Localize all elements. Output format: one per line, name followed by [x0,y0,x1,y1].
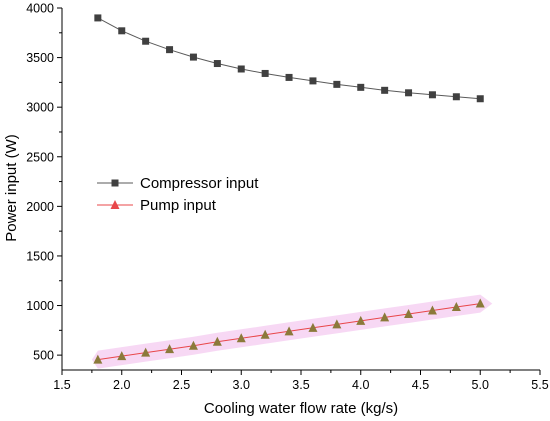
y-tick-label: 4000 [26,2,54,16]
x-tick-label: 1.5 [53,378,70,392]
pump-data-point [260,329,270,339]
y-tick-label: 3500 [26,51,54,65]
pump-data-point [356,315,366,325]
pump-confidence-band-layer [91,294,493,369]
pump-data-point [284,326,294,336]
compressor-data-point [452,93,460,101]
compressor-data-point [166,46,174,54]
compressor-data-point [357,83,365,91]
pump-data-point [236,333,246,343]
y-tick-label: 2500 [26,150,54,164]
pump-data-point [332,319,342,329]
x-tick-label: 4.5 [412,378,429,392]
legend: Compressor input Pump input [97,175,259,214]
pump-data-point [404,308,414,318]
compressor-data-point [237,65,245,73]
y-tick-label: 1000 [26,299,54,313]
pump-data-point [212,336,222,346]
x-tick-label: 2.0 [113,378,130,392]
compressor-data-point [189,53,197,61]
series-line-compressor [97,17,481,100]
pump-data-point [451,302,461,312]
x-tick-label: 4.0 [352,378,369,392]
legend-label-pump: Pump input [140,197,217,214]
axes: 1.5 2.0 2.5 3.0 3.5 4.0 4.5 5.0 5.5 500 1000 1500 20… [26,2,549,393]
compressor-data-point [309,77,317,85]
y-axis-title: Power input (W) [3,134,20,242]
compressor-data-point [94,14,102,22]
x-tick-label: 3.5 [292,378,309,392]
compressor-data-point [285,73,293,81]
compressor-data-point [261,69,269,77]
y-tick-label: 3000 [26,101,54,115]
compressor-data-point [213,60,221,68]
pump-data-point [380,312,390,322]
pump-data-point [117,351,127,361]
series-layer [93,14,485,364]
pump-data-point [308,322,318,332]
x-tick-label: 3.0 [233,378,250,392]
x-tick-label: 5.0 [472,378,489,392]
compressor-data-point [142,37,150,45]
pump-data-point [93,354,103,364]
y-tick-label: 500 [33,349,54,363]
compressor-data-point [428,91,436,99]
pump-data-point [427,305,437,315]
y-tick-label: 2000 [26,200,54,214]
legend-label-compressor: Compressor input [140,175,259,192]
compressor-data-point [476,95,484,103]
pump-data-point [165,344,175,354]
x-tick-label: 5.5 [531,378,548,392]
compressor-data-point [405,89,413,97]
x-tick-label: 2.5 [173,378,190,392]
pump-data-point [141,347,151,357]
y-tick-label: 1500 [26,249,54,263]
x-axis-title: Cooling water flow rate (kg/s) [204,400,398,417]
compressor-data-point [333,80,341,88]
legend-square-marker [111,179,119,187]
compressor-data-point [381,86,389,94]
compressor-data-point [118,27,126,35]
legend-triangle-marker [110,200,120,209]
pump-confidence-band [91,294,493,369]
pump-data-point [188,340,198,350]
pump-data-point [475,298,485,308]
